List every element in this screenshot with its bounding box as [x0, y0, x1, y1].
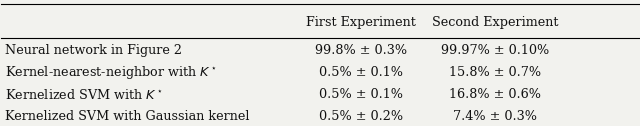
Text: Kernel-nearest-neighbor with $K^\star$: Kernel-nearest-neighbor with $K^\star$ — [4, 64, 217, 81]
Text: Kernelized SVM with Gaussian kernel: Kernelized SVM with Gaussian kernel — [4, 110, 249, 123]
Text: Neural network in Figure 2: Neural network in Figure 2 — [4, 44, 182, 57]
Text: First Experiment: First Experiment — [307, 16, 417, 29]
Text: 99.8% ± 0.3%: 99.8% ± 0.3% — [316, 44, 408, 57]
Text: 0.5% ± 0.1%: 0.5% ± 0.1% — [319, 88, 403, 101]
Text: 16.8% ± 0.6%: 16.8% ± 0.6% — [449, 88, 541, 101]
Text: Second Experiment: Second Experiment — [432, 16, 559, 29]
Text: 0.5% ± 0.1%: 0.5% ± 0.1% — [319, 66, 403, 79]
Text: 0.5% ± 0.2%: 0.5% ± 0.2% — [319, 110, 403, 123]
Text: 15.8% ± 0.7%: 15.8% ± 0.7% — [449, 66, 541, 79]
Text: Kernelized SVM with $K^\star$: Kernelized SVM with $K^\star$ — [4, 88, 163, 102]
Text: 7.4% ± 0.3%: 7.4% ± 0.3% — [453, 110, 537, 123]
Text: 99.97% ± 0.10%: 99.97% ± 0.10% — [441, 44, 549, 57]
